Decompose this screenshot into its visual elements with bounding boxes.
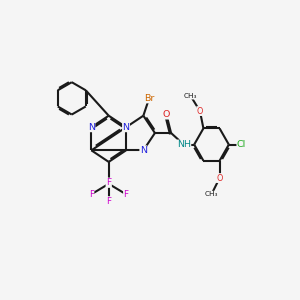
Text: O: O — [163, 110, 170, 119]
Text: N: N — [88, 123, 95, 132]
Text: CH₃: CH₃ — [205, 191, 218, 197]
Text: F: F — [124, 190, 128, 199]
Text: F: F — [106, 178, 111, 187]
Text: CH₃: CH₃ — [184, 93, 197, 99]
Text: N: N — [122, 123, 130, 132]
Text: Cl: Cl — [237, 140, 246, 149]
Text: F: F — [89, 190, 94, 199]
Text: F: F — [106, 197, 111, 206]
Text: N: N — [140, 146, 147, 155]
Text: O: O — [197, 106, 203, 116]
Text: F: F — [106, 178, 111, 187]
Text: Br: Br — [144, 94, 154, 103]
Text: NH: NH — [177, 140, 191, 149]
Text: O: O — [216, 174, 223, 183]
